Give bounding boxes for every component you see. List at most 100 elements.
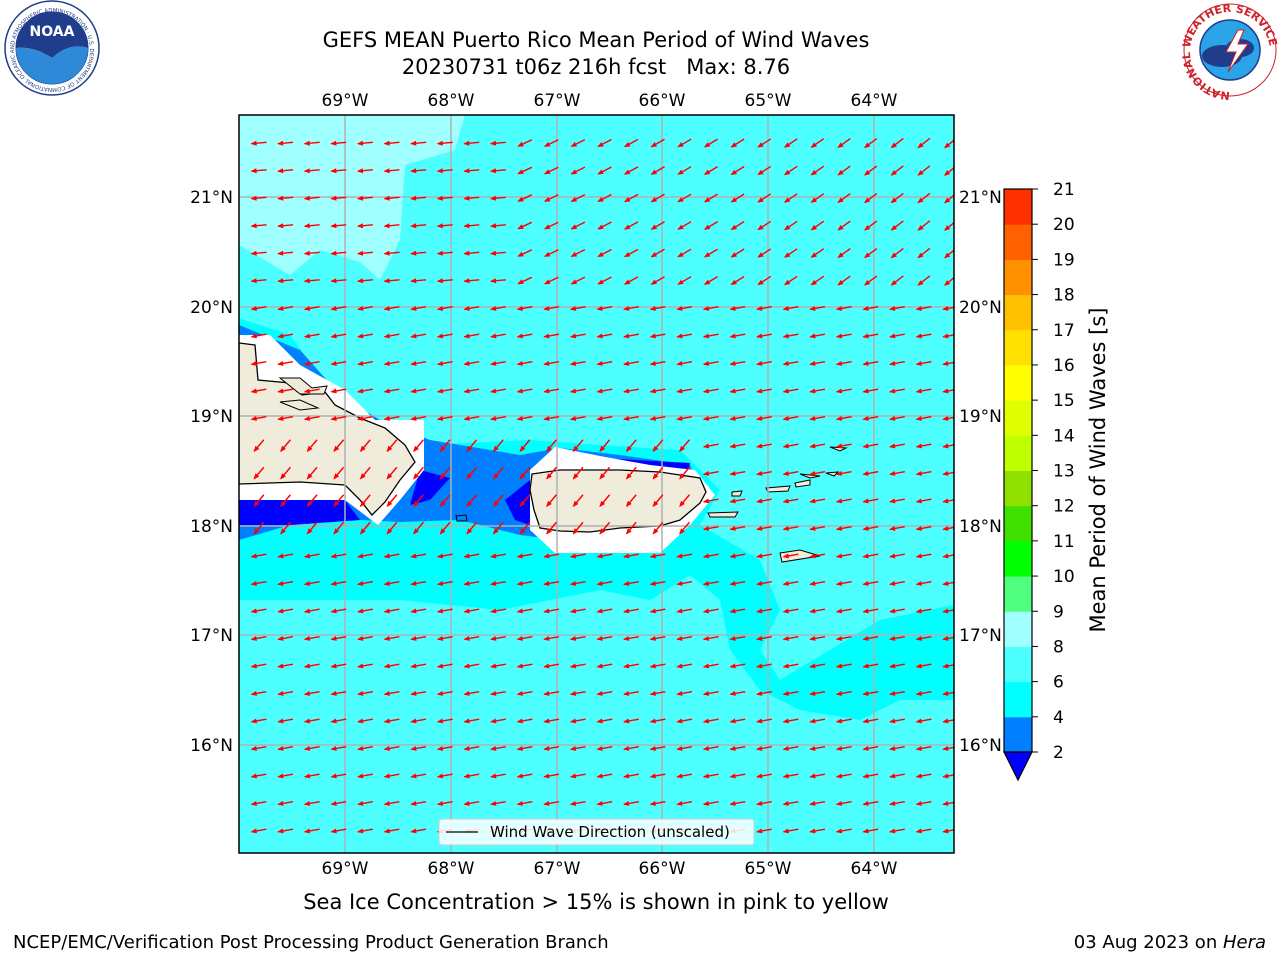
wind-wave-arrowhead (490, 360, 497, 366)
wind-wave-arrowhead (569, 553, 577, 559)
wind-wave-arrowhead (280, 528, 286, 535)
colorbar-segment (1004, 224, 1032, 260)
wind-wave-arrowhead (463, 360, 470, 366)
wind-wave-arrowhead (890, 252, 897, 259)
wind-wave-arrowhead (650, 252, 658, 258)
wind-wave-arrowhead (623, 305, 630, 311)
wind-wave-arrowhead (809, 608, 816, 614)
wind-wave-arrowhead (277, 333, 284, 339)
wind-wave-arrowhead (303, 745, 311, 751)
wind-wave-arrowhead (835, 690, 843, 696)
wind-wave-arrowhead (889, 333, 896, 339)
wind-wave-arrowhead (942, 635, 949, 641)
wind-wave-arrowhead (569, 773, 577, 779)
wind-wave-arrowhead (357, 718, 364, 724)
wind-wave-arrowhead (917, 252, 924, 259)
wind-wave-arrowhead (596, 553, 603, 559)
wind-wave-arrowhead (783, 252, 791, 258)
wind-wave-arrowhead (490, 608, 497, 614)
wind-wave-arrowhead (466, 528, 473, 535)
wind-wave-arrowhead (623, 580, 630, 586)
wind-wave-arrowhead (915, 580, 922, 586)
wind-wave-arrowhead (730, 252, 738, 258)
wind-wave-arrowhead (782, 333, 789, 339)
wind-wave-arrowhead (676, 690, 683, 696)
wind-wave-arrowhead (357, 305, 364, 311)
wind-wave-arrowhead (250, 553, 257, 559)
legend-label: Wind Wave Direction (unscaled) (490, 823, 730, 841)
wind-wave-arrowhead (915, 470, 922, 476)
wind-wave-arrowhead (599, 473, 606, 480)
wind-wave-arrowhead (944, 142, 951, 149)
wind-wave-arrowhead (596, 608, 603, 614)
wind-wave-arrowhead (466, 445, 473, 453)
wind-wave-arrowhead (782, 635, 789, 641)
wind-wave-arrowhead (917, 225, 924, 231)
wind-wave-arrowhead (439, 445, 446, 453)
wind-wave-arrowhead (942, 470, 949, 476)
wind-wave-arrowhead (944, 252, 951, 259)
colorbar-tick-label: 4 (1053, 708, 1064, 728)
wind-wave-arrowhead (757, 142, 764, 148)
wind-wave-arrowhead (676, 553, 683, 559)
wind-wave-arrowhead (890, 142, 897, 149)
wind-wave-arrowhead (862, 608, 869, 614)
wind-wave-arrowhead (809, 663, 816, 669)
wind-wave-arrowhead (756, 305, 763, 311)
wind-wave-arrowhead (889, 443, 896, 449)
wind-wave-arrowhead (330, 608, 337, 614)
wind-wave-arrowhead (250, 608, 257, 614)
lon-bottom-label: 64°W (851, 859, 898, 879)
wind-wave-arrowhead (543, 718, 550, 724)
wind-wave-arrowhead (386, 528, 393, 535)
wind-wave-arrowhead (410, 553, 417, 559)
wind-wave-arrowhead (756, 525, 763, 531)
wind-wave-arrowhead (677, 224, 684, 230)
wind-wave-arrowhead (782, 553, 789, 559)
wind-wave-arrowhead (862, 773, 869, 779)
wind-wave-arrowhead (783, 197, 791, 203)
wind-wave-arrowhead (756, 690, 763, 696)
wind-wave-arrowhead (463, 608, 470, 614)
wind-wave-arrowhead (543, 279, 551, 285)
wind-wave-arrowhead (917, 170, 924, 176)
wind-wave-arrowhead (253, 528, 260, 535)
wind-wave-arrowhead (463, 800, 470, 806)
lat-right-label: 17°N (959, 626, 1002, 646)
wind-wave-arrowhead (915, 828, 922, 834)
wind-wave-arrowhead (835, 305, 843, 311)
wind-wave-arrowhead (277, 140, 284, 146)
wind-wave-arrowhead (835, 635, 843, 641)
wind-wave-arrowhead (835, 773, 843, 779)
wind-wave-arrowhead (915, 718, 922, 724)
wind-wave-arrowhead (942, 828, 949, 834)
wind-wave-arrowhead (729, 718, 736, 724)
wind-wave-arrowhead (463, 553, 470, 559)
wind-wave-arrowhead (889, 498, 896, 504)
wind-wave-arrowhead (757, 224, 764, 231)
wind-wave-arrowhead (463, 635, 470, 641)
wind-wave-arrowhead (436, 690, 444, 696)
wind-wave-arrowhead (570, 196, 578, 202)
wind-wave-arrowhead (835, 525, 843, 531)
wind-wave-arrowhead (676, 388, 683, 394)
wind-wave-arrowhead (410, 223, 417, 229)
lon-top-label: 69°W (322, 91, 369, 111)
wind-wave-arrowhead (729, 333, 736, 339)
footer-left: NCEP/EMC/Verification Post Processing Pr… (13, 932, 609, 953)
wind-wave-arrowhead (490, 333, 497, 339)
wind-wave-arrowhead (303, 360, 311, 366)
wind-wave-arrowhead (490, 580, 497, 586)
wind-wave-arrowhead (596, 718, 603, 724)
wind-wave-arrowhead (729, 773, 736, 779)
wind-wave-arrowhead (702, 388, 710, 394)
colorbar-tick-label: 14 (1053, 426, 1075, 446)
wind-wave-arrowhead (703, 279, 711, 285)
wind-wave-arrowhead (330, 195, 337, 201)
wind-wave-arrowhead (516, 388, 523, 394)
colorbar-segment (1004, 505, 1032, 542)
lat-left-label: 18°N (190, 517, 233, 537)
wind-wave-arrowhead (889, 690, 896, 696)
wind-wave-arrowhead (782, 800, 789, 806)
wind-wave-arrowhead (862, 745, 869, 751)
